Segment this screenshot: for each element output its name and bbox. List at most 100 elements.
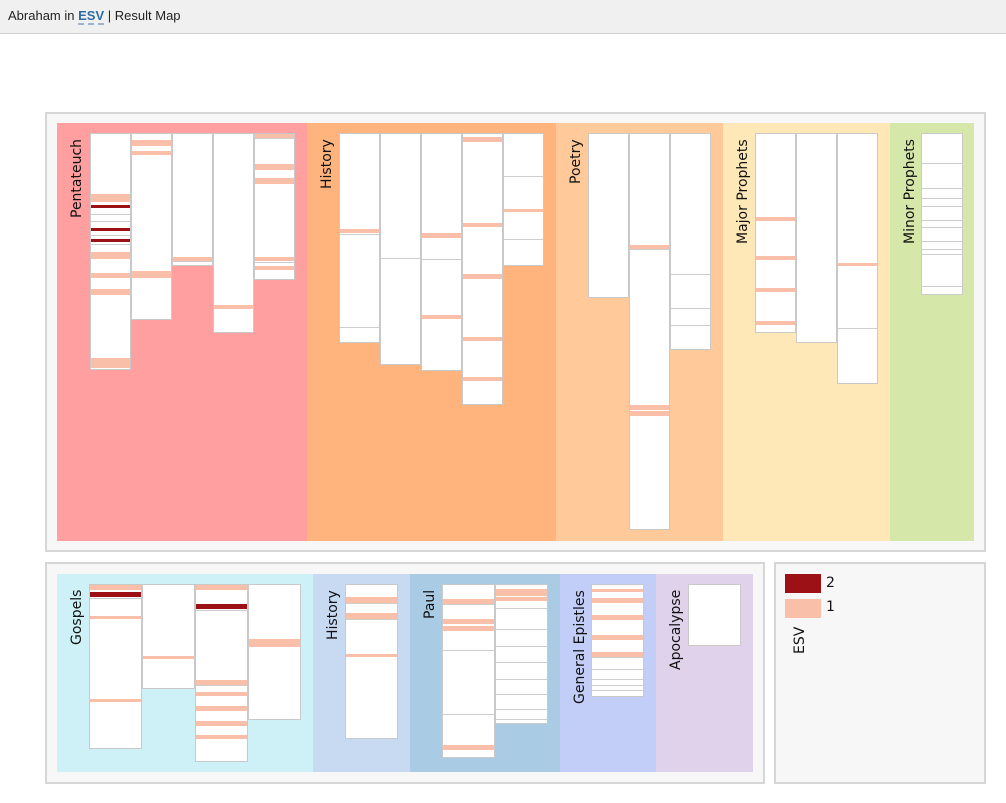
hit-marker-1[interactable] (196, 735, 247, 739)
chapter-divider (496, 719, 547, 720)
hit-marker-1[interactable] (196, 585, 247, 590)
hit-marker-1[interactable] (90, 699, 141, 702)
book-block-major-prophets-2[interactable] (796, 133, 837, 343)
hit-marker-1[interactable] (592, 598, 643, 603)
hit-marker-1[interactable] (592, 635, 643, 640)
hit-marker-2[interactable] (91, 239, 130, 242)
hit-marker-1[interactable] (838, 263, 877, 266)
book-block-gospels-1[interactable] (89, 584, 142, 749)
chapter-divider (340, 327, 379, 328)
hit-marker-1[interactable] (214, 305, 253, 309)
book-block-apocalypse-1[interactable] (688, 584, 741, 646)
hit-marker-1[interactable] (196, 721, 247, 726)
book-block-gospels-4[interactable] (248, 584, 301, 720)
book-block-history-ot-5[interactable] (503, 133, 544, 266)
book-block-pentateuch-2[interactable] (131, 133, 172, 320)
book-block-pentateuch-3[interactable] (172, 133, 213, 266)
book-block-pentateuch-1[interactable] (90, 133, 131, 370)
hit-marker-2[interactable] (196, 604, 247, 609)
hit-marker-1[interactable] (463, 377, 502, 381)
hit-marker-1[interactable] (91, 252, 130, 259)
hit-marker-1[interactable] (91, 273, 130, 278)
book-block-poetry-2[interactable] (629, 133, 670, 530)
hit-marker-1[interactable] (346, 613, 397, 619)
hit-marker-1[interactable] (592, 615, 643, 620)
hit-marker-1[interactable] (463, 337, 502, 341)
hit-marker-1[interactable] (255, 257, 294, 261)
title-bar: Abraham in ESV | Result Map (0, 0, 1006, 34)
hit-marker-1[interactable] (443, 619, 494, 624)
hit-marker-1[interactable] (196, 680, 247, 685)
hit-marker-1[interactable] (91, 363, 130, 368)
hit-marker-1[interactable] (463, 274, 502, 279)
hit-marker-1[interactable] (91, 289, 130, 295)
book-block-gospels-2[interactable] (142, 584, 195, 689)
hit-marker-1[interactable] (443, 599, 494, 604)
book-block-paul-2[interactable] (495, 584, 548, 724)
region-label-paul: Paul (422, 589, 438, 619)
hit-marker-1[interactable] (443, 745, 494, 750)
hit-marker-1[interactable] (496, 597, 547, 601)
title-separator: | (107, 8, 112, 23)
hit-marker-1[interactable] (249, 639, 300, 647)
hit-marker-1[interactable] (756, 217, 795, 221)
hit-marker-1[interactable] (143, 656, 194, 659)
book-block-poetry-1[interactable] (588, 133, 629, 298)
hit-marker-1[interactable] (756, 321, 795, 325)
chapter-divider (922, 241, 962, 242)
book-block-poetry-3[interactable] (670, 133, 711, 350)
hit-marker-1[interactable] (504, 209, 543, 212)
region-label-apocalypse: Apocalypse (668, 589, 684, 670)
book-block-history-ot-2[interactable] (380, 133, 421, 365)
chapter-divider (630, 249, 669, 250)
hit-marker-1[interactable] (346, 597, 397, 603)
hit-marker-1[interactable] (91, 358, 130, 363)
hit-marker-1[interactable] (90, 616, 141, 619)
hit-marker-1[interactable] (463, 137, 502, 142)
hit-marker-1[interactable] (422, 233, 461, 238)
book-block-minor-prophets-1[interactable] (921, 133, 963, 295)
hit-marker-1[interactable] (630, 245, 669, 249)
book-block-history-ot-1[interactable] (339, 133, 380, 343)
hit-marker-2[interactable] (91, 205, 130, 208)
hit-marker-1[interactable] (90, 585, 141, 590)
hit-marker-1[interactable] (255, 164, 294, 170)
hit-marker-1[interactable] (592, 652, 643, 657)
book-block-history-nt-1[interactable] (345, 584, 398, 739)
book-block-general-epistles-1[interactable] (591, 584, 644, 697)
hit-marker-1[interactable] (340, 229, 379, 233)
book-block-gospels-3[interactable] (195, 584, 248, 762)
hit-marker-1[interactable] (255, 266, 294, 270)
hit-marker-1[interactable] (756, 256, 795, 260)
book-block-pentateuch-4[interactable] (213, 133, 254, 333)
hit-marker-1[interactable] (91, 194, 130, 202)
hit-marker-1[interactable] (196, 706, 247, 711)
hit-marker-1[interactable] (630, 411, 669, 416)
hit-marker-1[interactable] (346, 654, 397, 657)
hit-marker-1[interactable] (756, 288, 795, 292)
chapter-divider (443, 604, 494, 605)
book-block-history-ot-3[interactable] (421, 133, 462, 371)
hit-marker-1[interactable] (173, 257, 212, 261)
hit-marker-1[interactable] (630, 405, 669, 410)
book-block-major-prophets-3[interactable] (837, 133, 878, 384)
book-block-major-prophets-1[interactable] (755, 133, 796, 333)
hit-marker-2[interactable] (90, 592, 141, 597)
hit-marker-1[interactable] (422, 315, 461, 319)
hit-marker-1[interactable] (196, 692, 247, 696)
hit-marker-1[interactable] (496, 589, 547, 596)
version-selector[interactable]: ESV (78, 8, 105, 25)
book-block-pentateuch-5[interactable] (254, 133, 295, 280)
hit-marker-1[interactable] (132, 271, 171, 278)
book-block-history-ot-4[interactable] (462, 133, 503, 405)
hit-marker-1[interactable] (132, 140, 171, 146)
hit-marker-1[interactable] (255, 134, 294, 138)
hit-marker-2[interactable] (91, 228, 130, 231)
hit-marker-1[interactable] (463, 223, 502, 227)
hit-marker-1[interactable] (132, 151, 171, 155)
chapter-divider (922, 198, 962, 199)
hit-marker-1[interactable] (443, 626, 494, 631)
hit-marker-1[interactable] (592, 589, 643, 592)
book-block-paul-1[interactable] (442, 584, 495, 758)
hit-marker-1[interactable] (255, 178, 294, 184)
